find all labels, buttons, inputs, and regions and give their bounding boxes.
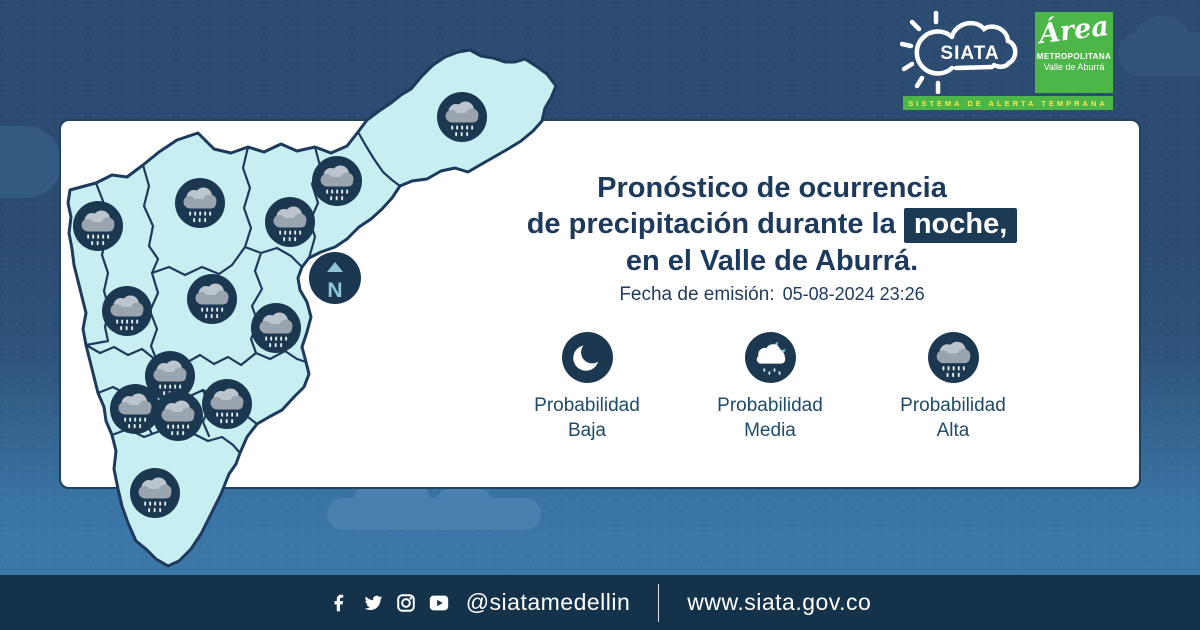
website-url[interactable]: www.siata.gov.co	[687, 589, 872, 615]
social-handle[interactable]: @siatamedellin	[465, 589, 631, 615]
siata-logo: SIATA	[900, 10, 1018, 94]
youtube-icon[interactable]	[428, 592, 450, 614]
legend-item-baja: Probabilidad Baja	[497, 331, 677, 443]
probability-legend: Probabilidad Baja Probabilidad	[497, 331, 1043, 443]
social-icons-group	[329, 592, 450, 614]
legend-item-alta: Probabilidad Alta	[863, 331, 1043, 443]
cloud-moon-rain-icon	[744, 332, 796, 383]
legend-label: Probabilidad Alta	[900, 395, 1006, 441]
facebook-icon[interactable]	[329, 592, 351, 614]
siata-logo-text: SIATA	[940, 43, 999, 64]
area-logo-line3: Valle de Aburrá	[1043, 62, 1105, 72]
title-line2-prefix: de precipitación durante la	[526, 208, 896, 240]
alert-system-banner: SISTEMA DE ALERTA TEMPRANA	[903, 96, 1113, 110]
legend-label: Probabilidad Media	[717, 395, 823, 441]
background-cloud-shape	[0, 126, 62, 198]
footer-divider	[658, 583, 660, 622]
background-cloud-shape	[327, 476, 541, 530]
title-line3: en el Valle de Aburrá.	[625, 245, 919, 277]
title-line2: de precipitación durante la noche,	[462, 206, 1082, 243]
forecast-title: Pronóstico de ocurrencia de precipitació…	[462, 170, 1082, 279]
instagram-icon[interactable]	[395, 592, 417, 614]
legend-label: Probabilidad Baja	[534, 395, 640, 441]
area-metropolitana-logo: Área METROPOLITANA Valle de Aburrá	[1035, 10, 1113, 93]
emission-date-label: Fecha de emisión:	[619, 284, 775, 305]
area-logo-script: Área	[1037, 10, 1111, 51]
cloud-rain-icon	[927, 332, 979, 383]
area-logo-line2: METROPOLITANA	[1036, 52, 1112, 61]
twitter-icon[interactable]	[362, 592, 384, 614]
title-line1: Pronóstico de ocurrencia	[597, 172, 947, 204]
emission-date-row: Fecha de emisión: 05-08-2024 23:26	[462, 284, 1082, 306]
footer-bar: @siatamedellin www.siata.gov.co	[0, 575, 1200, 630]
title-highlight-noche: noche,	[903, 208, 1018, 243]
background-cloud-shape	[1118, 16, 1200, 76]
moon-icon	[561, 332, 613, 383]
legend-item-media: Probabilidad Media	[680, 331, 860, 443]
emission-date-value: 05-08-2024 23:26	[782, 284, 925, 304]
